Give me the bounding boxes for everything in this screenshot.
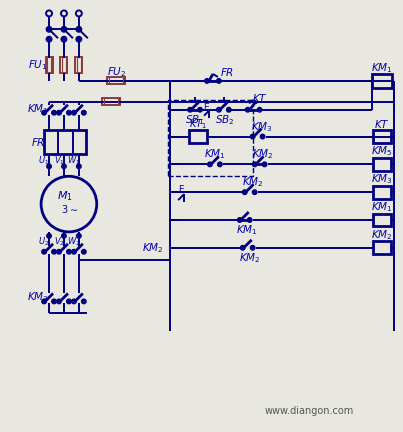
Bar — [189, 130, 207, 143]
Circle shape — [258, 108, 262, 112]
Text: $FU_2$: $FU_2$ — [107, 65, 126, 79]
Text: $KM_3$: $KM_3$ — [371, 172, 393, 186]
Circle shape — [76, 37, 81, 42]
Circle shape — [67, 111, 71, 115]
Text: $KM_1$: $KM_1$ — [371, 61, 393, 75]
Circle shape — [246, 108, 250, 112]
Text: E: E — [203, 103, 209, 112]
Text: $U_2$: $U_2$ — [38, 235, 50, 248]
Bar — [373, 158, 391, 171]
Text: $KM_2$: $KM_2$ — [242, 175, 264, 189]
Circle shape — [227, 108, 231, 112]
Circle shape — [47, 27, 52, 32]
Text: $KT$: $KT$ — [374, 118, 390, 130]
Circle shape — [52, 299, 56, 303]
Text: $FU_1$: $FU_1$ — [28, 58, 48, 72]
Bar — [373, 241, 391, 254]
Text: $KM_1$: $KM_1$ — [27, 102, 49, 116]
Circle shape — [217, 79, 221, 83]
Bar — [102, 98, 120, 105]
Circle shape — [82, 111, 86, 115]
Text: $KM_1$: $KM_1$ — [371, 200, 393, 214]
Circle shape — [67, 299, 71, 303]
Circle shape — [62, 27, 66, 32]
Text: $SB_1$: $SB_1$ — [185, 113, 205, 127]
Circle shape — [67, 250, 71, 254]
Circle shape — [52, 250, 56, 254]
Circle shape — [251, 246, 255, 250]
Circle shape — [62, 164, 66, 168]
Bar — [46, 57, 52, 73]
Circle shape — [82, 299, 86, 303]
Circle shape — [57, 250, 61, 254]
Circle shape — [198, 108, 202, 112]
Circle shape — [62, 234, 66, 238]
Circle shape — [72, 250, 76, 254]
Bar — [44, 130, 86, 154]
Text: $M_1$: $M_1$ — [57, 189, 73, 203]
Circle shape — [218, 162, 222, 166]
Text: $KM_2$: $KM_2$ — [239, 251, 260, 265]
Text: $FR$: $FR$ — [220, 66, 234, 78]
Circle shape — [72, 299, 76, 303]
Text: $KM_5$: $KM_5$ — [371, 145, 393, 159]
Circle shape — [208, 162, 212, 166]
Bar — [372, 74, 392, 88]
Circle shape — [57, 299, 61, 303]
Circle shape — [52, 111, 56, 115]
Circle shape — [238, 218, 242, 222]
Bar — [75, 57, 82, 73]
Circle shape — [251, 134, 255, 139]
Text: $SB_2$: $SB_2$ — [215, 113, 235, 127]
Circle shape — [217, 108, 221, 112]
Bar — [373, 213, 391, 226]
Circle shape — [243, 190, 247, 194]
Circle shape — [42, 111, 46, 115]
Circle shape — [42, 299, 46, 303]
Bar — [373, 186, 391, 199]
Circle shape — [62, 37, 66, 42]
Text: $W_2$: $W_2$ — [67, 235, 81, 248]
Text: $KM_2$: $KM_2$ — [141, 241, 163, 255]
Circle shape — [57, 111, 61, 115]
Text: $3\sim$: $3\sim$ — [61, 203, 79, 215]
Circle shape — [72, 111, 76, 115]
Circle shape — [47, 234, 51, 238]
Circle shape — [253, 190, 257, 194]
Circle shape — [253, 162, 257, 166]
Text: E: E — [179, 185, 184, 194]
Text: $KM_3$: $KM_3$ — [27, 291, 49, 304]
Bar — [168, 100, 253, 176]
Circle shape — [77, 164, 81, 168]
Text: $KM_2$: $KM_2$ — [252, 147, 273, 161]
Circle shape — [47, 164, 51, 168]
Text: $U_1$: $U_1$ — [38, 154, 50, 167]
Circle shape — [248, 218, 251, 222]
Text: $KM_2$: $KM_2$ — [371, 228, 393, 242]
Text: $KM_3$: $KM_3$ — [251, 120, 272, 133]
Text: $KM_1$: $KM_1$ — [236, 223, 258, 237]
Text: $V_2$: $V_2$ — [54, 235, 64, 248]
Circle shape — [76, 27, 81, 32]
Text: $FR$: $FR$ — [31, 136, 45, 148]
Circle shape — [263, 162, 266, 166]
Text: $V_1$: $V_1$ — [54, 154, 64, 167]
Circle shape — [205, 79, 209, 83]
Bar — [60, 57, 67, 73]
Text: $KT$: $KT$ — [252, 92, 268, 104]
Circle shape — [77, 234, 81, 238]
Bar — [107, 77, 125, 84]
Text: $KM_1$: $KM_1$ — [204, 147, 226, 161]
Circle shape — [261, 134, 264, 139]
Circle shape — [47, 37, 52, 42]
Circle shape — [188, 108, 192, 112]
Text: $KT_1$: $KT_1$ — [189, 117, 207, 130]
Text: $W_1$: $W_1$ — [67, 154, 81, 167]
Text: www.diangon.com: www.diangon.com — [265, 406, 354, 416]
Bar — [373, 130, 391, 143]
Circle shape — [82, 250, 86, 254]
Circle shape — [42, 250, 46, 254]
Circle shape — [241, 246, 245, 250]
